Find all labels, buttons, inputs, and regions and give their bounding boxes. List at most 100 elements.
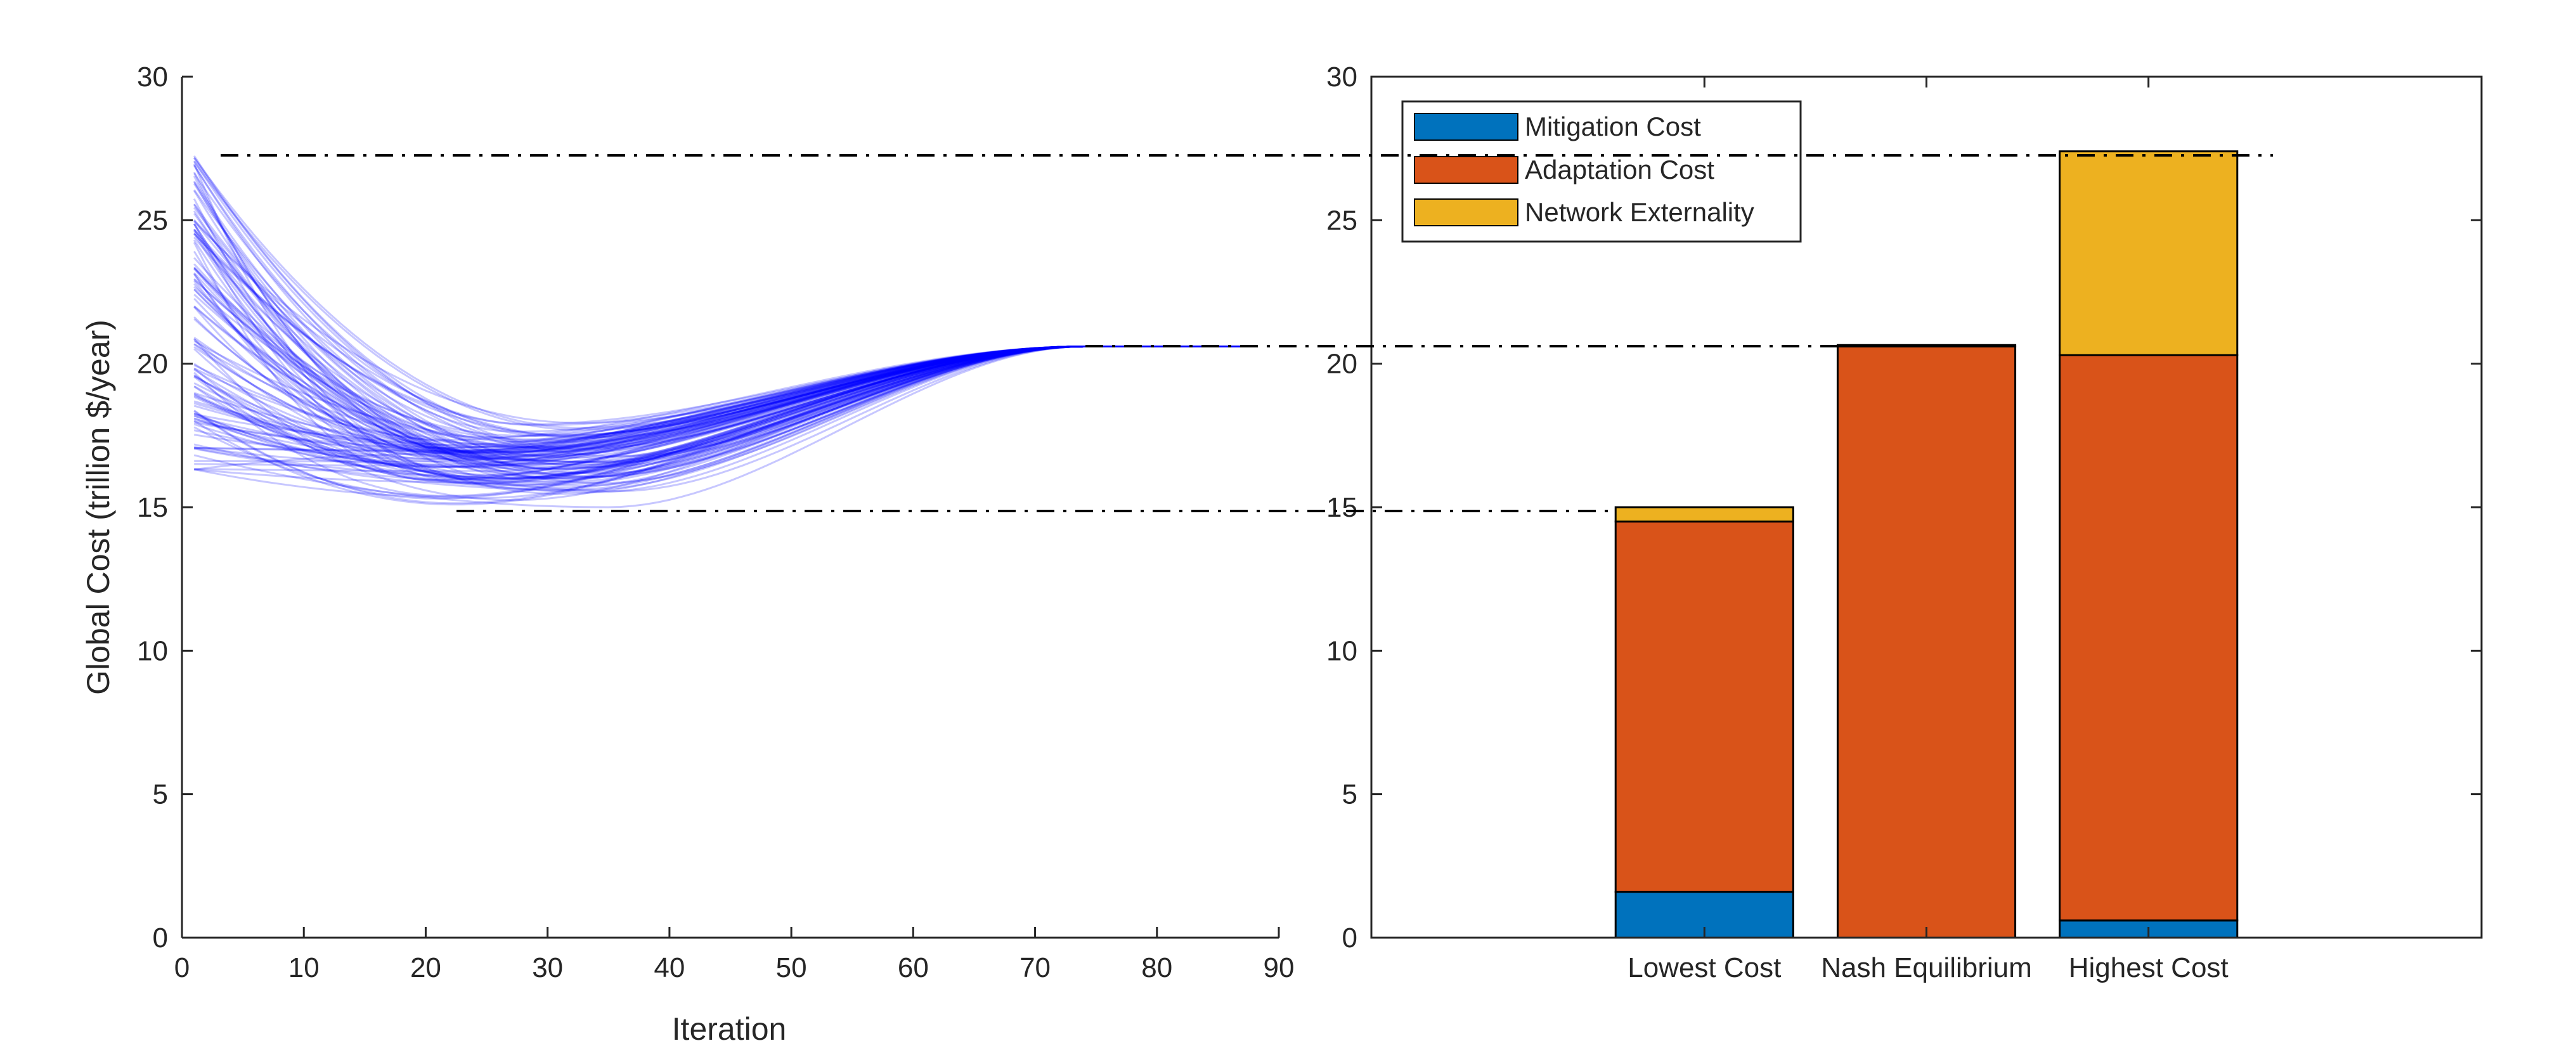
iteration-line [193, 204, 1243, 458]
iteration-line [193, 346, 1243, 497]
left-x-ticks: 0 10 20 30 40 50 60 70 80 90 [174, 927, 1294, 983]
iteration-line [194, 346, 1243, 453]
iteration-line [193, 223, 1243, 455]
iteration-line [193, 233, 1243, 458]
iteration-line [193, 160, 1243, 431]
iteration-line [193, 346, 1243, 491]
left-x-tick-label: 30 [532, 952, 563, 983]
left-y-tick-label: 20 [137, 349, 168, 380]
iteration-line [193, 236, 1243, 450]
left-y-axis-label: Global Cost (trillion $/year) [81, 320, 116, 695]
iteration-line [193, 283, 1243, 455]
iteration-line [193, 229, 1243, 427]
iteration-line [193, 346, 1243, 493]
iteration-line [193, 280, 1243, 463]
iteration-line [193, 157, 1243, 450]
iteration-line [193, 346, 1243, 449]
right-y-tick-label: 20 [1326, 349, 1357, 380]
left-y-tick-label: 25 [137, 205, 168, 236]
iteration-line [193, 183, 1243, 443]
iteration-line [193, 316, 1243, 441]
iteration-line [194, 346, 1243, 467]
iteration-line [193, 346, 1243, 469]
left-y-tick-label: 10 [137, 635, 168, 666]
iteration-line [193, 346, 1243, 446]
iteration-line [193, 346, 1243, 499]
right-bar-chart: 0 5 10 15 20 25 30 Lowest Cost Nash Equilibrium… [1326, 61, 2483, 983]
iteration-line [193, 346, 1243, 454]
iteration-line [193, 346, 1243, 480]
iteration-line [193, 305, 1243, 478]
iteration-line [193, 172, 1243, 425]
iteration-line [193, 230, 1243, 458]
iteration-line [193, 263, 1243, 470]
iteration-line [193, 171, 1243, 449]
category-label: Lowest Cost [1628, 952, 1781, 983]
iteration-line [193, 346, 1243, 452]
iteration-line [193, 346, 1243, 476]
iteration-line [193, 346, 1243, 505]
iteration-line [193, 340, 1243, 444]
iteration-line [193, 346, 1243, 463]
left-x-tick-label: 80 [1141, 952, 1172, 983]
left-line-chart: 0 10 20 30 40 50 60 70 80 90 0 5 10 15 20 25 30 Iterati… [81, 61, 1294, 1047]
left-y-tick-label: 5 [153, 779, 168, 810]
iteration-line [193, 242, 1243, 482]
legend-label-mitigation: Mitigation Cost [1525, 112, 1701, 141]
category-label: Highest Cost [2069, 952, 2229, 983]
legend-label-adaptation: Adaptation Cost [1525, 155, 1714, 184]
bar-segment-adaptation-cost [2059, 354, 2239, 922]
left-y-tick-label: 0 [153, 922, 168, 954]
right-y-tick-label: 10 [1326, 635, 1357, 666]
right-y-ticks: 0 5 10 15 20 25 30 [1326, 61, 2482, 954]
left-x-tick-label: 50 [776, 952, 807, 983]
iteration-line [193, 346, 1243, 469]
iteration-line [193, 272, 1243, 462]
iteration-line [193, 306, 1243, 439]
legend-swatch-adaptation [1414, 156, 1518, 184]
iteration-line [194, 346, 1243, 466]
iteration-line [193, 233, 1243, 436]
left-x-tick-label: 0 [174, 952, 190, 983]
iteration-line [193, 220, 1243, 466]
iteration-line [193, 346, 1243, 485]
iteration-line [193, 266, 1243, 474]
right-y-tick-label: 25 [1326, 205, 1357, 236]
iteration-line [193, 346, 1243, 460]
iteration-line [193, 250, 1243, 450]
iteration-line [193, 346, 1243, 460]
left-x-tick-label: 10 [288, 952, 320, 983]
iteration-line [194, 346, 1243, 463]
left-y-tick-label: 15 [137, 492, 168, 523]
iteration-line [194, 346, 1243, 471]
iteration-line [193, 337, 1243, 465]
iteration-line [193, 346, 1243, 480]
iteration-line [193, 346, 1243, 498]
left-x-tick-label: 70 [1019, 952, 1051, 983]
right-category-labels: Lowest Cost Nash Equilibrium Highest Cost [1628, 77, 2229, 983]
iteration-line [193, 198, 1243, 482]
legend-swatch-network [1414, 198, 1518, 226]
iteration-line [193, 228, 1243, 461]
iteration-line [193, 223, 1243, 454]
iteration-line [193, 220, 1243, 424]
iteration-line [193, 346, 1243, 463]
bar-segment-adaptation-cost [1836, 346, 2017, 939]
iteration-line [193, 297, 1243, 495]
iteration-line [193, 273, 1243, 485]
left-y-tick-label: 30 [137, 61, 168, 93]
legend: Mitigation Cost Adaptation Cost Network … [1401, 100, 1802, 243]
iteration-line [193, 228, 1243, 470]
iteration-line [193, 160, 1243, 437]
iteration-line [193, 346, 1243, 449]
iteration-line [193, 204, 1243, 478]
right-y-tick-label: 30 [1326, 61, 1357, 93]
iteration-line [193, 346, 1243, 484]
iteration-line [193, 268, 1243, 456]
iteration-line [193, 288, 1243, 475]
legend-label-network: Network Externality [1525, 197, 1754, 227]
iteration-line [193, 189, 1243, 467]
iteration-line [193, 346, 1243, 479]
iteration-line [193, 346, 1243, 493]
right-y-tick-label: 5 [1342, 779, 1357, 810]
